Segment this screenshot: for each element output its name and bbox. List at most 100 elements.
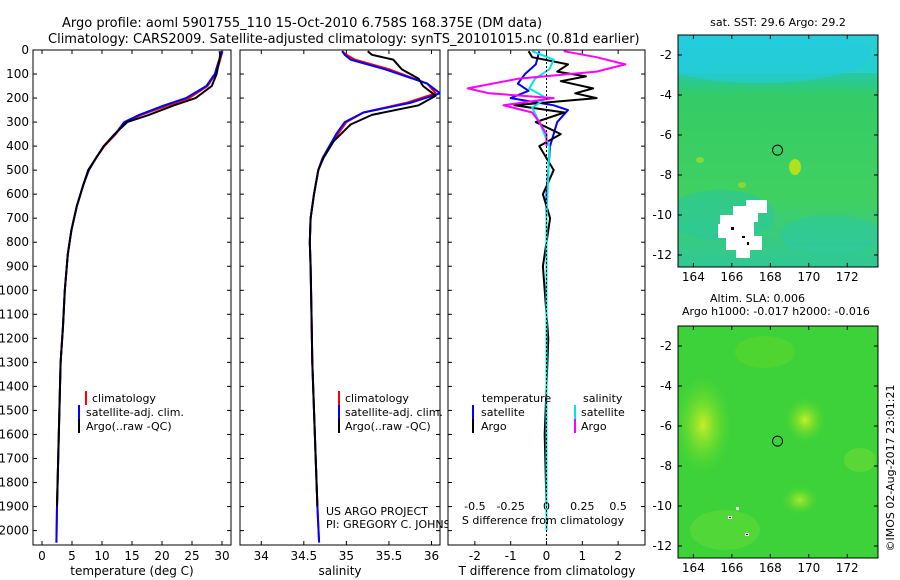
- y-tick-label: 1800: [0, 476, 29, 490]
- salinity-axes-frame: [239, 49, 441, 546]
- x-tick-label: 170: [797, 270, 820, 284]
- y-tick-label: -2: [660, 339, 672, 353]
- x-tick-label: 1: [578, 549, 586, 563]
- x-tick-label: 30: [214, 549, 229, 563]
- project-annotation: US ARGO PROJECT: [326, 505, 428, 518]
- temperature-axes-frame: [32, 49, 232, 546]
- legend-s-satellite-label: satellite: [581, 406, 625, 419]
- legend-t-argo-label: Argo: [481, 420, 507, 433]
- x-tick-label: 164: [682, 561, 705, 575]
- x-tick-label: 172: [836, 561, 859, 575]
- x-tick-label: 0: [38, 549, 46, 563]
- y-tick-label: 500: [6, 163, 29, 177]
- legend-s-argo-label: Argo: [581, 420, 607, 433]
- x-tick-label: 0: [543, 549, 551, 563]
- y-tick-label: 1600: [0, 427, 29, 441]
- y-tick-label: 0: [21, 43, 29, 57]
- y-tick-label: 2000: [0, 524, 29, 538]
- sst-map-panel: sat. SST: 29.6 Argo: 29.2 164 166 168 170 17…: [652, 16, 879, 284]
- sla-map-panel: Altim. SLA: 0.006 Argo h1000: -0.017 h20…: [652, 292, 879, 575]
- y-tick-label: 1500: [0, 403, 29, 417]
- sla-map-title-line1: Altim. SLA: 0.006: [710, 292, 805, 305]
- sla-map-frame: [677, 325, 879, 559]
- legend-satellite-label: satellite-adj. clim.: [345, 406, 443, 419]
- x-tick-label: 10: [94, 549, 109, 563]
- imos-credit: ©IMOS 02-Aug-2017 23:01:21: [884, 385, 897, 552]
- y-tick-label: 1100: [0, 307, 29, 321]
- sst-map-field: [678, 35, 878, 267]
- legend-climatology-label: climatology: [92, 392, 156, 405]
- y-tick-label: 800: [6, 235, 29, 249]
- y-tick-label: -8: [660, 168, 672, 182]
- x-tick-label: 34.5: [290, 549, 317, 563]
- salinity-panel: 34 34.5 35 35.5 36 climatology satellite-adj…: [239, 49, 467, 578]
- argo-position-marker: [772, 144, 784, 156]
- legend-climatology-label: climatology: [345, 392, 409, 405]
- y-tick-label: 1200: [0, 331, 29, 345]
- x-tick-label: -2: [469, 549, 481, 563]
- series-t-argo: [513, 50, 598, 507]
- x-tick-label: 168: [759, 270, 782, 284]
- y-tick-label: 200: [6, 91, 29, 105]
- y-tick-label: 1900: [0, 500, 29, 514]
- legend-satellite-label: satellite-adj. clim.: [86, 406, 184, 419]
- y-tick-label: -6: [660, 128, 672, 142]
- y-tick-label: -4: [660, 379, 672, 393]
- y-tick-label: -12: [652, 539, 672, 553]
- x-tick-label: 35.5: [376, 549, 403, 563]
- y-tick-label: 300: [6, 115, 29, 129]
- y-tick-label: 400: [6, 139, 29, 153]
- legend-salinity-title: salinity: [583, 392, 623, 405]
- salinity-diff-tick-label: 0.5: [609, 500, 627, 513]
- x-tick-label: 34: [254, 549, 269, 563]
- y-tick-label: -10: [652, 208, 672, 222]
- y-tick-label: -8: [660, 459, 672, 473]
- figure-title-line1: Argo profile: aoml 5901755_110 15-Oct-20…: [62, 16, 542, 31]
- y-tick-label: 1000: [0, 283, 29, 297]
- y-tick-label: 1400: [0, 379, 29, 393]
- y-tick-label: 1700: [0, 451, 29, 465]
- x-tick-label: 5: [68, 549, 76, 563]
- sst-map-title: sat. SST: 29.6 Argo: 29.2: [710, 16, 846, 29]
- x-tick-label: 25: [184, 549, 199, 563]
- x-tick-label: 15: [124, 549, 139, 563]
- x-tick-label: 164: [682, 270, 705, 284]
- legend-temperature-title: temperature: [482, 392, 551, 405]
- temperature-xlabel: temperature (deg C): [70, 564, 193, 578]
- salinity-xlabel: salinity: [318, 564, 361, 578]
- x-tick-label: -1: [505, 549, 517, 563]
- salinity-legend: climatology satellite-adj. clim. Argo(..…: [338, 391, 443, 433]
- x-tick-label: 166: [720, 270, 743, 284]
- sla-map-field: [678, 326, 878, 558]
- argo-position-marker: [772, 435, 784, 447]
- y-tick-label: 600: [6, 187, 29, 201]
- x-tick-label: 170: [797, 561, 820, 575]
- sla-map-title-line2: Argo h1000: -0.017 h2000: -0.016: [682, 305, 870, 318]
- salinity-diff-tick-label: -0.5: [464, 500, 485, 513]
- y-tick-label: -10: [652, 499, 672, 513]
- legend-argo-label: Argo(..raw -QC): [345, 420, 431, 433]
- y-tick-label: -4: [660, 88, 672, 102]
- legend-argo-label: Argo(..raw -QC): [86, 420, 172, 433]
- sst-map-frame: [677, 34, 879, 268]
- pi-annotation: PI: GREGORY C. JOHNSON: [326, 518, 467, 531]
- y-tick-label: -6: [660, 419, 672, 433]
- salinity-diff-tick-label: 0.25: [570, 500, 595, 513]
- y-tick-label: -12: [652, 248, 672, 262]
- y-tick-label: 100: [6, 67, 29, 81]
- series-s-argo: [466, 50, 627, 147]
- legend-t-satellite-label: satellite: [481, 406, 525, 419]
- difference-xlabel-top: S difference from climatology: [462, 514, 625, 527]
- figure-title-line2: Climatology: CARS2009. Satellite-adjuste…: [48, 32, 640, 47]
- y-tick-label: -2: [660, 48, 672, 62]
- series-argo: [56, 51, 222, 507]
- temperature-legend: climatology satellite-adj. clim. Argo(..…: [78, 391, 184, 433]
- difference-xlabel: T difference from climatology: [458, 564, 636, 578]
- x-tick-label: 168: [759, 561, 782, 575]
- sst-map-land-mask: [718, 200, 767, 258]
- series-argo: [308, 50, 437, 507]
- y-tick-label: 700: [6, 211, 29, 225]
- y-tick-label: 1300: [0, 355, 29, 369]
